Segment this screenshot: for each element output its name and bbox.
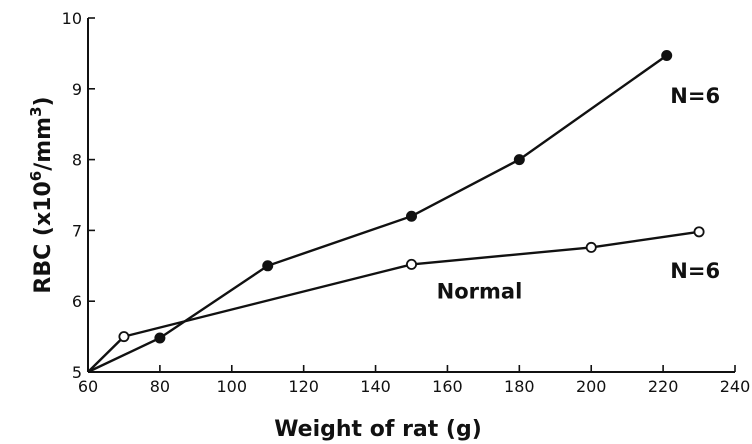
data-point-filled xyxy=(405,210,417,222)
data-point-open xyxy=(118,331,130,343)
y-tick-label: 8 xyxy=(72,151,82,170)
annotations: N=6 N=6 Normal xyxy=(437,84,720,303)
series-line-open xyxy=(87,230,700,373)
x-tick-label: 120 xyxy=(288,377,319,396)
annotation-normal: Normal xyxy=(437,279,523,303)
axes xyxy=(87,18,735,373)
x-axis-title: Weight of rat (g) xyxy=(274,417,482,442)
x-ticks: 60 80 100 120 140 160 180 200 220 240 xyxy=(78,365,750,396)
y-axis-title-base: RBC (x10 xyxy=(31,181,56,293)
y-tick-label: 6 xyxy=(72,292,82,311)
x-tick-label: 140 xyxy=(360,377,391,396)
data-point-filled xyxy=(661,50,673,62)
y-tick-label: 10 xyxy=(62,9,82,28)
annotation-n-count: N=6 xyxy=(670,259,720,283)
data-point-filled xyxy=(262,260,274,272)
y-tick-label: 5 xyxy=(72,363,82,382)
data-point-open xyxy=(585,241,597,253)
x-tick-label: 60 xyxy=(78,377,98,396)
data-point-filled xyxy=(513,154,525,166)
x-tick-label: 220 xyxy=(648,377,679,396)
y-ticks: 5 6 7 8 9 10 xyxy=(62,9,95,382)
data-point-open xyxy=(693,226,705,238)
x-tick-label: 200 xyxy=(576,377,607,396)
y-axis-title-exp-3: 3 xyxy=(27,106,45,116)
y-axis-title: RBC (x106/mm3) xyxy=(27,96,56,293)
y-tick-label: 7 xyxy=(72,221,82,240)
y-axis-title-close: ) xyxy=(31,96,56,106)
series-line-filled xyxy=(87,54,668,374)
x-tick-label: 160 xyxy=(432,377,463,396)
x-tick-label: 80 xyxy=(150,377,170,396)
data-point-open xyxy=(405,258,417,270)
series-group xyxy=(87,50,705,374)
x-tick-label: 100 xyxy=(217,377,248,396)
x-tick-label: 240 xyxy=(720,377,751,396)
y-tick-label: 9 xyxy=(72,80,82,99)
annotation-n-count: N=6 xyxy=(670,84,720,108)
y-axis-title-exp-6: 6 xyxy=(27,171,45,181)
data-point-filled xyxy=(154,332,166,344)
x-tick-label: 180 xyxy=(504,377,535,396)
y-axis-title-per: /mm xyxy=(31,117,56,171)
